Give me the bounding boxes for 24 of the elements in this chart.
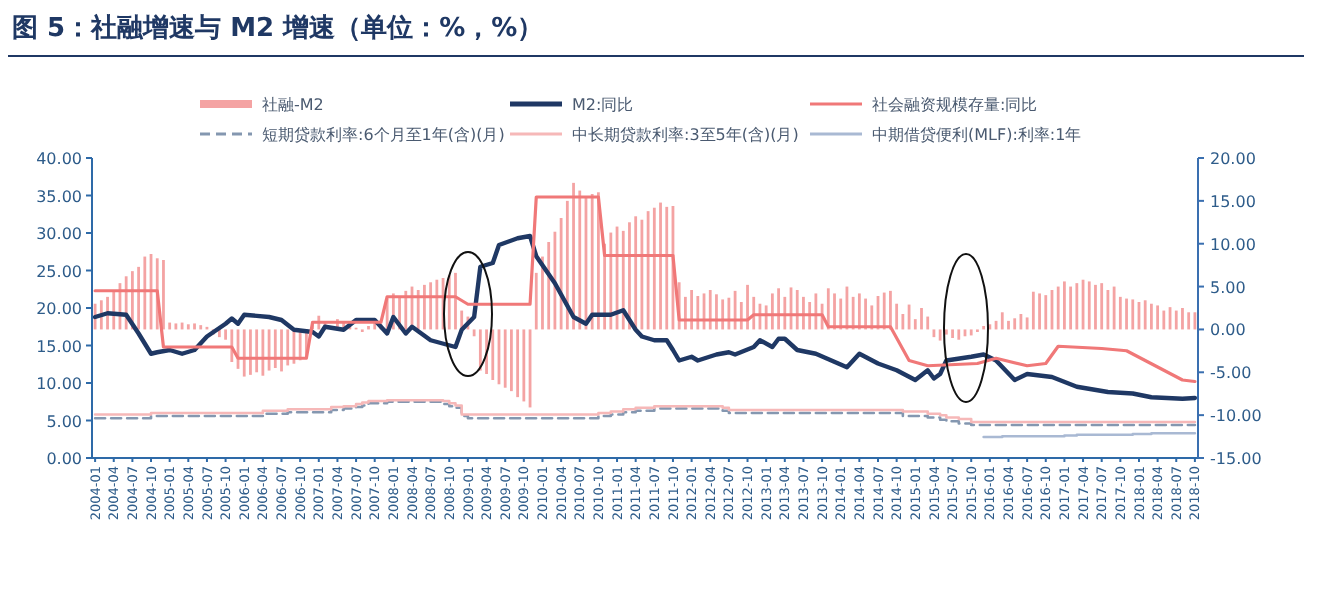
y2-tick-label: 10.00 bbox=[1210, 235, 1256, 254]
y2-tick-label: 0.00 bbox=[1210, 321, 1246, 340]
y2-tick-label: -15.00 bbox=[1210, 450, 1262, 468]
y2-tick-label: 5.00 bbox=[1210, 278, 1246, 297]
y-tick-label: 35.00 bbox=[36, 187, 82, 206]
y2-tick-label: 15.00 bbox=[1210, 192, 1256, 211]
chart-title: 图 5：社融增速与 M2 增速（单位：%，%） bbox=[12, 12, 544, 44]
legend-label: M2:同比 bbox=[572, 96, 634, 114]
y-tick-label: 25.00 bbox=[36, 262, 82, 281]
legend-label: 中长期贷款利率:3至5年(含)(月) bbox=[572, 126, 799, 144]
y-tick-label: 15.00 bbox=[36, 337, 82, 356]
y-tick-label: 0.00 bbox=[46, 450, 82, 468]
y-tick-label: 10.00 bbox=[36, 375, 82, 393]
legend-label: 社融-M2 bbox=[262, 96, 324, 114]
y-tick-label: 30.00 bbox=[36, 225, 82, 243]
y2-tick-label: -5.00 bbox=[1210, 364, 1252, 383]
y-tick-label: 20.00 bbox=[36, 300, 82, 318]
y2-tick-label: -10.00 bbox=[1210, 407, 1262, 426]
legend-label: 社会融资规模存量:同比 bbox=[872, 96, 1038, 114]
legend-label: 中期借贷便利(MLF):利率:1年 bbox=[872, 126, 1082, 144]
y-tick-label: 5.00 bbox=[46, 412, 82, 431]
y2-tick-label: 20.00 bbox=[1210, 150, 1256, 168]
y-tick-label: 40.00 bbox=[36, 150, 82, 168]
legend-label: 短期贷款利率:6个月至1年(含)(月) bbox=[262, 126, 505, 144]
